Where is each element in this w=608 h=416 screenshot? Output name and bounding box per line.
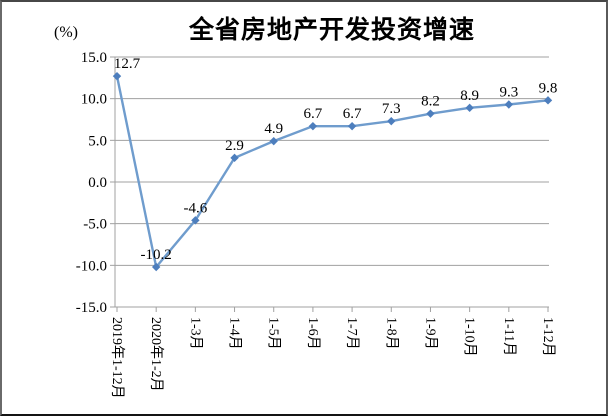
- x-tick-label: 2020年1-2月: [148, 317, 164, 392]
- data-label: 4.9: [264, 121, 283, 137]
- x-tick-label: 1-4月: [227, 317, 243, 350]
- data-label: 7.3: [382, 101, 401, 117]
- data-point-marker: [543, 96, 553, 105]
- chart-title: 全省房地产开发投资增速: [188, 17, 475, 44]
- data-label: 12.7: [114, 56, 141, 72]
- y-tick-label: 15.0: [81, 50, 107, 66]
- data-point-marker: [504, 100, 514, 109]
- data-label: -10.2: [141, 247, 172, 263]
- x-tick-label: 1-7月: [344, 317, 360, 350]
- data-label: 9.3: [499, 85, 518, 101]
- y-tick-label: -10.0: [76, 258, 107, 274]
- y-axis-unit-label: (%): [54, 24, 78, 41]
- data-point-marker: [387, 116, 396, 126]
- data-label: 9.8: [539, 80, 558, 96]
- x-tick-label: 1-5月: [266, 317, 282, 350]
- data-label: 8.9: [460, 88, 479, 104]
- y-tick-label: -5.0: [83, 217, 107, 233]
- data-point-marker: [426, 109, 435, 118]
- y-tick-label: 10.0: [81, 92, 107, 108]
- data-point-marker: [308, 121, 318, 131]
- x-tick-label: 1-9月: [422, 317, 438, 350]
- y-tick-label: -15.0: [76, 300, 107, 316]
- x-tick-label: 2019年1-12月: [109, 317, 125, 399]
- data-point-marker: [347, 121, 357, 131]
- data-point-marker: [151, 262, 161, 272]
- data-label: 8.2: [421, 94, 440, 110]
- x-tick-label: 1-12月: [540, 317, 556, 357]
- data-label: 6.7: [304, 106, 323, 122]
- x-tick-label: 1-11月: [501, 317, 517, 356]
- data-point-marker: [112, 71, 122, 81]
- data-point-marker: [465, 103, 474, 113]
- y-tick-label: 0.0: [88, 175, 107, 191]
- series-line: [115, 74, 550, 269]
- data-label: 6.7: [343, 106, 362, 122]
- data-label: -4.6: [183, 200, 207, 216]
- x-tick-label: 1-8月: [383, 317, 399, 350]
- data-point-marker: [230, 153, 239, 163]
- x-tick-label: 1-10月: [462, 317, 478, 357]
- data-point-marker: [269, 136, 278, 146]
- data-point-marker: [191, 216, 200, 225]
- x-tick-label: 1-6月: [305, 317, 321, 350]
- x-tick-label: 1-3月: [187, 317, 203, 350]
- data-label: 2.9: [225, 138, 244, 154]
- y-tick-label: 5.0: [88, 133, 107, 149]
